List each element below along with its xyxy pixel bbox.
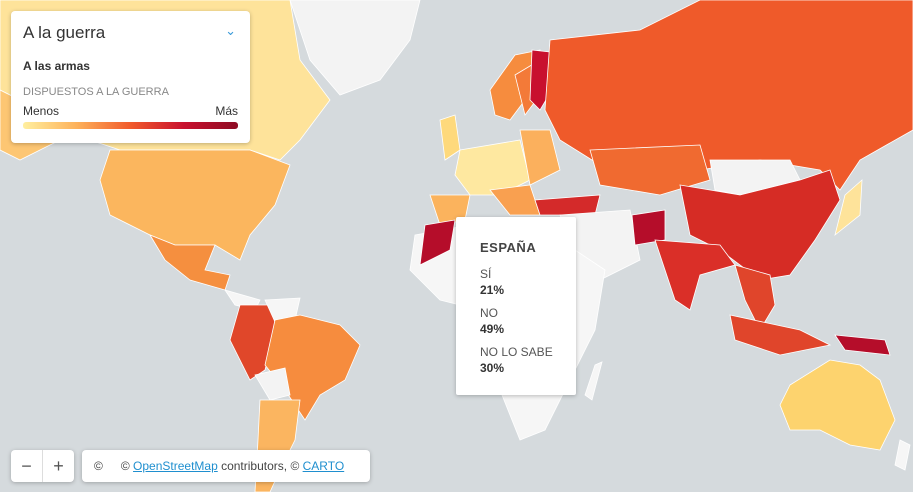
zoom-control: − + <box>11 450 74 482</box>
color-scale <box>23 122 238 129</box>
scale-high: Más <box>215 104 238 118</box>
legend-subtitle: A las armas <box>23 59 90 73</box>
attribution-prefix: © <box>120 459 134 473</box>
attribution-middle: contributors, © <box>217 459 303 473</box>
japan <box>834 179 863 237</box>
turkey <box>534 194 601 216</box>
tooltip-row-label: SÍ <box>480 267 492 281</box>
info-icon[interactable]: © <box>94 459 103 473</box>
usa <box>99 149 291 261</box>
east-europe <box>519 129 561 186</box>
tooltip-row-label: NO <box>480 306 498 320</box>
mexico <box>149 234 231 291</box>
uk <box>439 114 461 161</box>
bolivia <box>254 367 291 401</box>
legend-title: A la guerra <box>23 23 106 42</box>
tooltip-row-value: 21% <box>480 283 505 297</box>
morocco <box>419 219 456 266</box>
italy-balkans <box>489 184 541 216</box>
tooltip-row-value: 30% <box>480 361 505 375</box>
greenland <box>289 0 421 96</box>
zoom-out[interactable]: − <box>21 456 32 476</box>
new-zealand <box>894 439 911 471</box>
scale-label: DISPUESTOS A LA GUERRA <box>23 86 169 98</box>
legend-panel: A la guerra ⌄ A las armas DISPUESTOS A L… <box>11 11 250 143</box>
afghanistan <box>631 209 666 246</box>
indonesia <box>729 314 832 356</box>
russia <box>544 0 913 191</box>
scale-low: Menos <box>23 104 60 118</box>
attribution: © © OpenStreetMap contributors, © CARTO <box>82 450 370 482</box>
tooltip: ESPAÑA SÍ 21% NO 49% NO LO SABE 30% <box>456 217 576 395</box>
southeast-asia <box>734 264 776 331</box>
australia <box>779 359 896 451</box>
india <box>654 239 736 311</box>
tooltip-country: ESPAÑA <box>480 240 537 255</box>
tooltip-row-label: NO LO SABE <box>480 345 553 359</box>
dropdown-toggle[interactable]: ⌄ <box>225 23 236 38</box>
osm-link[interactable]: OpenStreetMap <box>133 459 218 473</box>
tooltip-row-value: 49% <box>480 322 505 336</box>
madagascar <box>584 361 603 401</box>
papua <box>834 334 891 356</box>
zoom-in[interactable]: + <box>42 450 74 482</box>
carto-link[interactable]: CARTO <box>302 459 345 473</box>
